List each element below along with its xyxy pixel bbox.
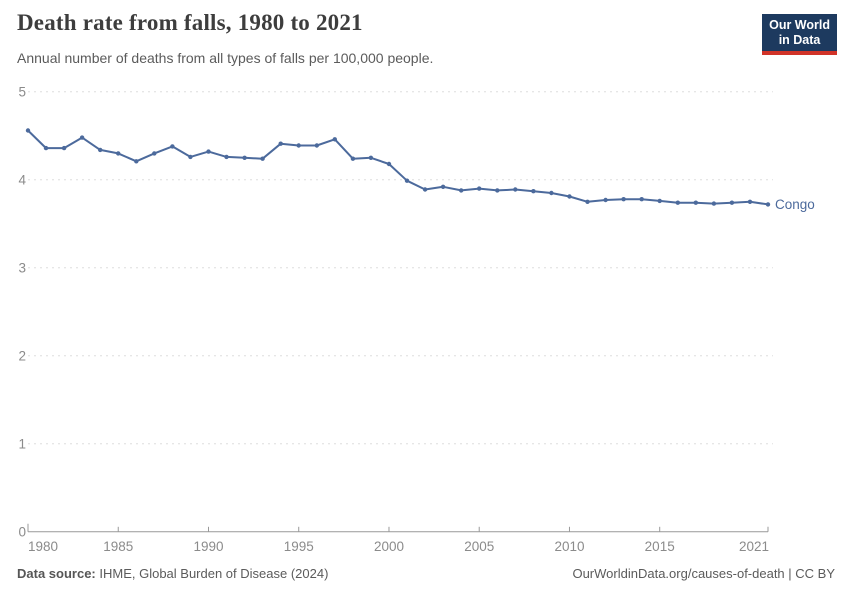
- data-point: [134, 159, 139, 164]
- y-tick-label: 1: [18, 436, 26, 451]
- data-point: [242, 155, 247, 160]
- data-point: [206, 149, 211, 154]
- x-tick-label: 1995: [284, 539, 314, 554]
- data-point: [296, 143, 301, 148]
- data-source: Data source: IHME, Global Burden of Dise…: [17, 566, 328, 581]
- data-point: [567, 194, 572, 199]
- page-title: Death rate from falls, 1980 to 2021: [17, 10, 363, 35]
- data-point: [332, 137, 337, 142]
- data-point: [711, 201, 717, 206]
- x-tick-label: 1990: [193, 539, 223, 554]
- data-point: [224, 154, 229, 160]
- y-tick-label: 2: [18, 348, 26, 363]
- data-point: [422, 187, 428, 192]
- data-point: [765, 202, 771, 207]
- x-tick-label: 2010: [554, 539, 584, 554]
- data-point: [25, 128, 31, 133]
- data-point: [98, 147, 103, 153]
- data-point: [639, 197, 644, 202]
- data-point: [531, 189, 536, 194]
- data-point: [459, 188, 464, 193]
- data-point: [585, 199, 590, 204]
- y-tick-label: 4: [18, 172, 26, 187]
- data-point: [79, 135, 85, 140]
- data-point: [621, 197, 626, 202]
- data-point: [513, 187, 518, 192]
- data-point: [747, 199, 753, 204]
- owid-logo-line2: in Data: [778, 33, 821, 47]
- data-point: [729, 200, 735, 205]
- data-point: [152, 151, 157, 156]
- owid-logo-line1: Our World: [769, 18, 830, 32]
- y-tick-label: 3: [18, 260, 26, 275]
- data-point: [368, 155, 374, 160]
- data-point: [404, 178, 410, 183]
- x-tick-label: 2021: [739, 539, 769, 554]
- data-point: [657, 198, 662, 204]
- data-point: [314, 143, 319, 148]
- data-point: [170, 144, 175, 149]
- x-tick-label: 1985: [103, 539, 133, 554]
- y-tick-label: 5: [18, 84, 26, 99]
- owid-logo: Our World in Data: [762, 14, 837, 55]
- data-source-label: Data source:: [17, 566, 96, 581]
- data-point: [278, 141, 283, 146]
- data-point: [350, 156, 356, 161]
- x-tick-label: 2015: [645, 539, 675, 554]
- series-end-label: Congo: [775, 197, 815, 212]
- data-point: [386, 161, 392, 167]
- data-point: [495, 188, 500, 193]
- data-point: [43, 145, 49, 151]
- data-point: [693, 200, 698, 205]
- data-point: [188, 154, 193, 160]
- data-point: [260, 156, 265, 161]
- data-point: [603, 197, 608, 203]
- data-point: [477, 186, 482, 191]
- x-tick-label: 2000: [374, 539, 404, 554]
- data-point: [440, 184, 446, 189]
- x-tick-label: 2005: [464, 539, 494, 554]
- data-source-text: IHME, Global Burden of Disease (2024): [95, 566, 329, 581]
- chart-footer: Data source: IHME, Global Burden of Dise…: [17, 566, 835, 581]
- chart-subtitle: Annual number of deaths from all types o…: [17, 50, 434, 66]
- series-line: [27, 129, 769, 206]
- credit-link: OurWorldinData.org/causes-of-death | CC …: [572, 566, 835, 581]
- y-tick-label: 0: [18, 524, 26, 539]
- x-tick-label: 1980: [28, 539, 58, 554]
- data-point: [61, 145, 67, 151]
- data-point: [675, 200, 680, 205]
- data-point: [549, 190, 554, 196]
- data-point: [116, 151, 121, 156]
